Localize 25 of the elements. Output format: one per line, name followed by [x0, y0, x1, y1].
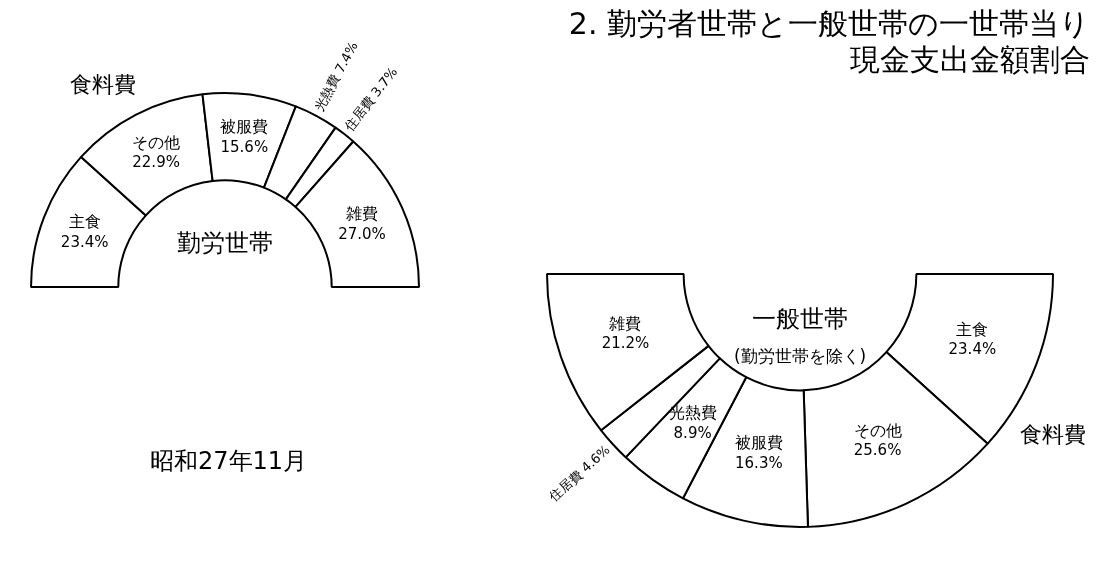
text: 2. 勤労者世帯と一般世帯の一世帯当り現金支出金額割合 — [567, 6, 1090, 78]
text: 食料費 — [70, 71, 136, 99]
slice-label: 雑費 — [609, 313, 642, 333]
data-label: 15.6% — [220, 137, 269, 156]
slice-label: 被服費 — [220, 117, 269, 137]
text: (勤労世帯を除く) — [733, 346, 867, 367]
text: 勤労世帯 — [177, 228, 273, 257]
slice-label: 光熱費 — [668, 403, 717, 423]
data-label: 23.4% — [60, 232, 109, 251]
slice-label: その他 — [853, 420, 902, 440]
data-label: 16.3% — [735, 453, 783, 472]
slice-label: その他 — [132, 132, 181, 152]
data-label: 23.4% — [948, 340, 997, 359]
data-label: 25.6% — [853, 441, 902, 460]
text: 一般世帯 — [752, 304, 848, 333]
slice-label: 主食 — [68, 212, 101, 232]
data-label: 21.2% — [601, 334, 650, 353]
slice-label: 主食 — [956, 319, 989, 339]
data-label: 22.9% — [132, 153, 180, 172]
slice-label: 被服費 — [734, 433, 783, 453]
slice-label: 雑費 — [346, 204, 379, 224]
data-label: 8.9% — [673, 424, 712, 443]
text: 昭和27年11月 — [150, 446, 308, 477]
text: 食料費 — [1020, 421, 1086, 449]
data-label: 27.0% — [338, 225, 386, 244]
